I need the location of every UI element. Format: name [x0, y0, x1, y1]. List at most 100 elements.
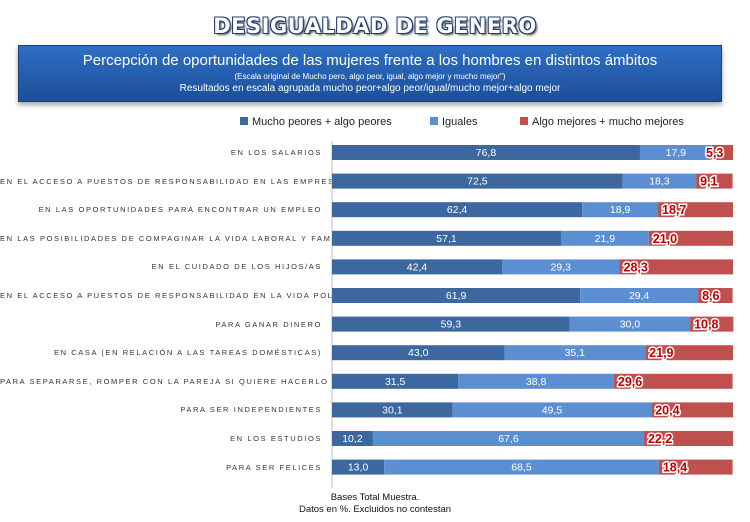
category-label: EN LAS OPORTUNIDADES PARA ENCONTRAR UN E… [38, 205, 322, 215]
data-label: 38,8 [526, 376, 547, 388]
subtitle-banner: Percepción de oportunidades de las mujer… [18, 45, 722, 102]
data-label: 10,8 [694, 318, 718, 332]
category-label: EN EL ACCESO A PUESTOS DE RESPONSABILIDA… [0, 291, 361, 300]
data-label: 61,9 [446, 290, 467, 302]
data-label: 76,8 [476, 147, 497, 159]
bar-segment [332, 288, 581, 303]
page-title: DESIGUALDAD DE GENERO [213, 14, 537, 38]
data-label: 22,2 [648, 432, 672, 446]
data-label: 29,3 [551, 261, 572, 273]
data-label: 62,4 [447, 204, 468, 216]
bar-segment [613, 373, 733, 389]
data-label: 18,7 [662, 203, 686, 217]
bar-segment [711, 145, 733, 160]
data-label: 21,9 [649, 346, 673, 360]
bar-segment [452, 402, 652, 418]
chart-legend: Mucho peores + algo peores Iguales Algo … [0, 116, 750, 130]
bar-segment [651, 402, 733, 418]
data-label: 20,4 [655, 403, 679, 417]
footer-bases: Bases Total Muestra. [330, 492, 420, 503]
bar-segment [332, 345, 505, 361]
bar-segment [645, 345, 733, 361]
data-label: 59,3 [441, 319, 462, 331]
bar-segment [332, 202, 583, 218]
bar-segment [332, 173, 623, 189]
data-label: 68,5 [511, 462, 532, 474]
data-label: 18,3 [649, 176, 670, 188]
category-label: EN EL ACCESO A PUESTOS DE RESPONSABILIDA… [0, 176, 348, 186]
footer-note: Datos en %. Excluidos no contestan [298, 504, 452, 515]
bar-segment [384, 459, 659, 475]
bar-segment [658, 459, 733, 475]
data-label: 9,1 [700, 175, 717, 189]
data-label: 29,4 [629, 290, 650, 302]
data-label: 72,5 [467, 176, 488, 188]
bar-segment [658, 202, 733, 218]
category-label: PARA SER FELICES [226, 462, 322, 472]
bar-segment [502, 259, 620, 275]
scale-note: (Escala original de Mucho pero, algo peo… [234, 72, 506, 81]
bar-segment [332, 259, 503, 275]
category-label: PARA SER INDEPENDIENTES [180, 405, 322, 415]
chart-footer: Bases Total Muestra. Datos en %. Excluid… [0, 492, 750, 516]
category-label: EN LOS SALARIOS [230, 148, 322, 157]
bar-segment [639, 145, 712, 160]
data-label: 35,1 [565, 347, 586, 359]
legend-item-iguales: Iguales [430, 116, 477, 128]
category-label: PARA GANAR DINERO [215, 319, 322, 329]
legend-label-mejores: Algo mejores + mucho mejores [532, 116, 684, 128]
bar-segment [560, 230, 649, 246]
bar-segment [332, 373, 459, 389]
data-label: 49,5 [542, 404, 563, 416]
legend-swatch-mejores [520, 117, 528, 125]
bar-segment [698, 288, 733, 303]
category-label: EN EL CUIDADO DE LOS HIJOS/AS [151, 262, 322, 272]
chart-subtitle: Percepción de oportunidades de las mujer… [82, 52, 658, 69]
data-label: 8,6 [702, 289, 719, 303]
data-label: 13,0 [348, 462, 369, 474]
category-label: EN LOS ESTUDIOS [230, 434, 322, 443]
data-label: 21,0 [653, 232, 677, 246]
bar-segment [332, 316, 570, 332]
bar-segment [569, 316, 691, 332]
bar-segment [458, 373, 614, 389]
data-label: 10,2 [342, 433, 363, 445]
bar-segment [332, 230, 561, 246]
data-label: 30,0 [620, 319, 641, 331]
data-label: 30,1 [382, 404, 403, 416]
data-label: 18,4 [663, 461, 687, 475]
data-label: 5,3 [706, 146, 723, 160]
data-label: 57,1 [436, 233, 457, 245]
results-note: Resultados en escala agrupada mucho peor… [179, 83, 561, 94]
data-label: 18,9 [610, 204, 631, 216]
data-label: 43,0 [408, 347, 429, 359]
data-label: 28,3 [624, 260, 648, 274]
bar-segment [696, 173, 733, 189]
data-label: 42,4 [407, 261, 428, 273]
legend-swatch-iguales [430, 117, 438, 125]
bar-segment [643, 431, 733, 446]
bar-segment [332, 431, 373, 446]
data-label: 29,6 [618, 375, 642, 389]
category-label: EN LAS POSIBILIDADES DE COMPAGINAR LA VI… [0, 233, 359, 243]
category-label: PARA SEPARARSE, ROMPER CON LA PAREJA SI … [0, 376, 329, 386]
bar-segment [372, 431, 644, 446]
data-label: 31,5 [385, 376, 406, 388]
data-label: 17,9 [666, 147, 687, 159]
legend-label-peores: Mucho peores + algo peores [252, 116, 392, 128]
bar-segment [332, 459, 385, 475]
bar-segment [622, 173, 697, 189]
bar-segment [619, 259, 733, 275]
legend-swatch-peores [240, 117, 248, 125]
bar-segment [580, 288, 699, 303]
bar-segment [332, 402, 453, 418]
bar-segment [690, 316, 734, 332]
legend-label-iguales: Iguales [442, 116, 478, 128]
bar-segment [332, 145, 640, 160]
category-label: EN CASA (EN RELACIÓN A LAS TAREAS DOMÉST… [53, 348, 322, 358]
legend-item-mejores: Algo mejores + mucho mejores [520, 116, 684, 128]
legend-item-peores: Mucho peores + algo peores [240, 116, 392, 128]
data-label: 67,6 [498, 433, 519, 445]
bar-segment [504, 345, 646, 361]
